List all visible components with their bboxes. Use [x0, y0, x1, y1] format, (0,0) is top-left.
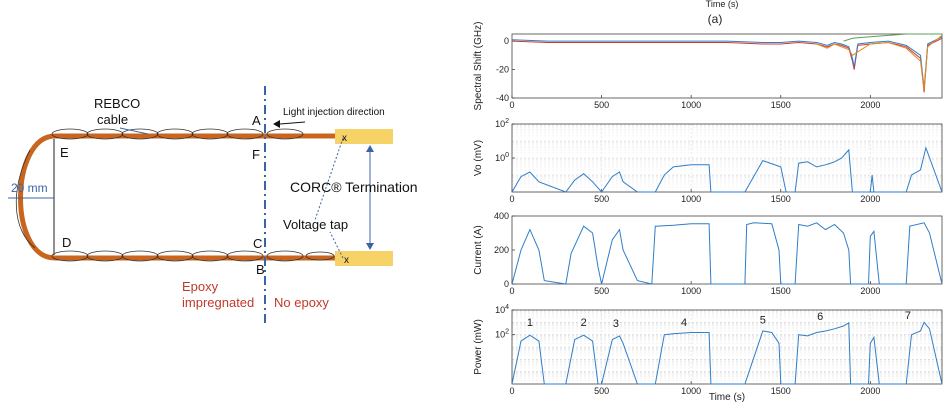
y-tick-label: 0 — [504, 279, 509, 289]
rebco-label-line2: cable — [97, 112, 128, 127]
peak-label: 2 — [581, 317, 587, 329]
x-tick-label: 1500 — [771, 194, 791, 204]
x-tick-label: 1000 — [681, 286, 701, 296]
series-line-0 — [511, 146, 943, 193]
plot-frame — [511, 215, 943, 285]
cable-windings — [15, 128, 335, 262]
y-axis-label: Power (mW) — [473, 319, 484, 375]
x-axis-label: Time (s) — [709, 392, 745, 403]
point-e-label: E — [60, 145, 69, 160]
top-x-axis-label: Time (s) — [706, 0, 739, 9]
y-tick-label: 102 — [495, 118, 509, 129]
voltage-tap-line-bottom — [329, 231, 344, 259]
voltage-tap-line-top — [314, 137, 344, 221]
y-axis-label: Spectral Shift (GHz) — [473, 22, 484, 111]
y-tick-label: 102 — [495, 329, 509, 340]
x-tick-label: 1500 — [771, 286, 791, 296]
series-line-0 — [511, 222, 943, 285]
y-tick-label: 104 — [495, 304, 509, 315]
y-tick-label: 100 — [495, 152, 509, 163]
point-f-label: F — [252, 147, 260, 162]
series-line-0 — [511, 321, 943, 385]
x-tick-label: 1000 — [681, 100, 701, 110]
x-tick-label: 1500 — [771, 386, 791, 396]
y-tick-label: -20 — [496, 65, 509, 75]
x-tick-label: 0 — [509, 194, 514, 204]
peak-label: 7 — [905, 310, 911, 322]
x-tick-label: 0 — [509, 286, 514, 296]
peak-label: 5 — [760, 315, 766, 327]
rebco-cable — [18, 133, 345, 261]
x-tick-label: 0 — [509, 100, 514, 110]
series-line-0 — [511, 37, 943, 93]
rebco-pointer — [119, 127, 149, 135]
x-tick-label: 0 — [509, 386, 514, 396]
x-tick-label: 2000 — [860, 286, 880, 296]
x-tick-label: 500 — [594, 100, 609, 110]
dimension-label: 20 mm — [11, 181, 48, 195]
x-tick-label: 1500 — [771, 100, 791, 110]
series-line-2 — [816, 35, 943, 90]
peak-label: 1 — [527, 317, 533, 329]
light-arrow-head — [273, 120, 280, 128]
y-axis-label: Current (A) — [473, 225, 484, 274]
tap-mark-bottom: x — [344, 255, 349, 266]
termination-bottom — [335, 251, 393, 266]
termination-label: CORC® Termination — [290, 179, 418, 195]
x-tick-label: 500 — [594, 286, 609, 296]
peak-label: 4 — [681, 317, 687, 329]
epoxy-label-line1: Epoxy — [182, 279, 219, 294]
series-line-3 — [843, 33, 942, 42]
point-d-label: D — [62, 235, 71, 250]
y-tick-label: 0 — [504, 36, 509, 46]
peak-label: 6 — [817, 311, 823, 323]
no-epoxy-label: No epoxy — [274, 295, 329, 310]
cable-schematic: 20 mm x x REBCO cable Light injection di… — [8, 86, 418, 325]
light-direction-arrow — [279, 121, 306, 125]
series-line-1 — [511, 36, 943, 89]
point-b-label: B — [256, 262, 265, 277]
y-tick-label: -40 — [496, 93, 509, 103]
x-tick-label: 2000 — [860, 386, 880, 396]
point-c-label: C — [253, 236, 262, 251]
tap-mark-top: x — [342, 133, 347, 144]
peak-label: 3 — [613, 318, 619, 330]
x-tick-label: 500 — [594, 194, 609, 204]
x-tick-label: 2000 — [860, 100, 880, 110]
x-tick-label: 500 — [594, 386, 609, 396]
voltage-tap-label: Voltage tap — [283, 217, 348, 232]
x-tick-label: 2000 — [860, 194, 880, 204]
arrow-head-down — [366, 243, 374, 250]
termination-top — [335, 129, 393, 144]
epoxy-label-line2: impregnated — [182, 295, 254, 310]
x-tick-label: 1000 — [681, 386, 701, 396]
x-tick-label: 1000 — [681, 194, 701, 204]
y-tick-label: 200 — [494, 245, 509, 255]
y-tick-label: 400 — [494, 211, 509, 221]
panel-label: (a) — [708, 12, 723, 26]
y-axis-label: Vo (mV) — [473, 140, 484, 176]
light-direction-label: Light injection direction — [283, 107, 385, 118]
point-a-label: A — [252, 113, 261, 128]
arrow-head-up — [366, 145, 374, 152]
plot-frame — [511, 33, 943, 99]
rebco-label-line1: REBCO — [94, 96, 140, 111]
